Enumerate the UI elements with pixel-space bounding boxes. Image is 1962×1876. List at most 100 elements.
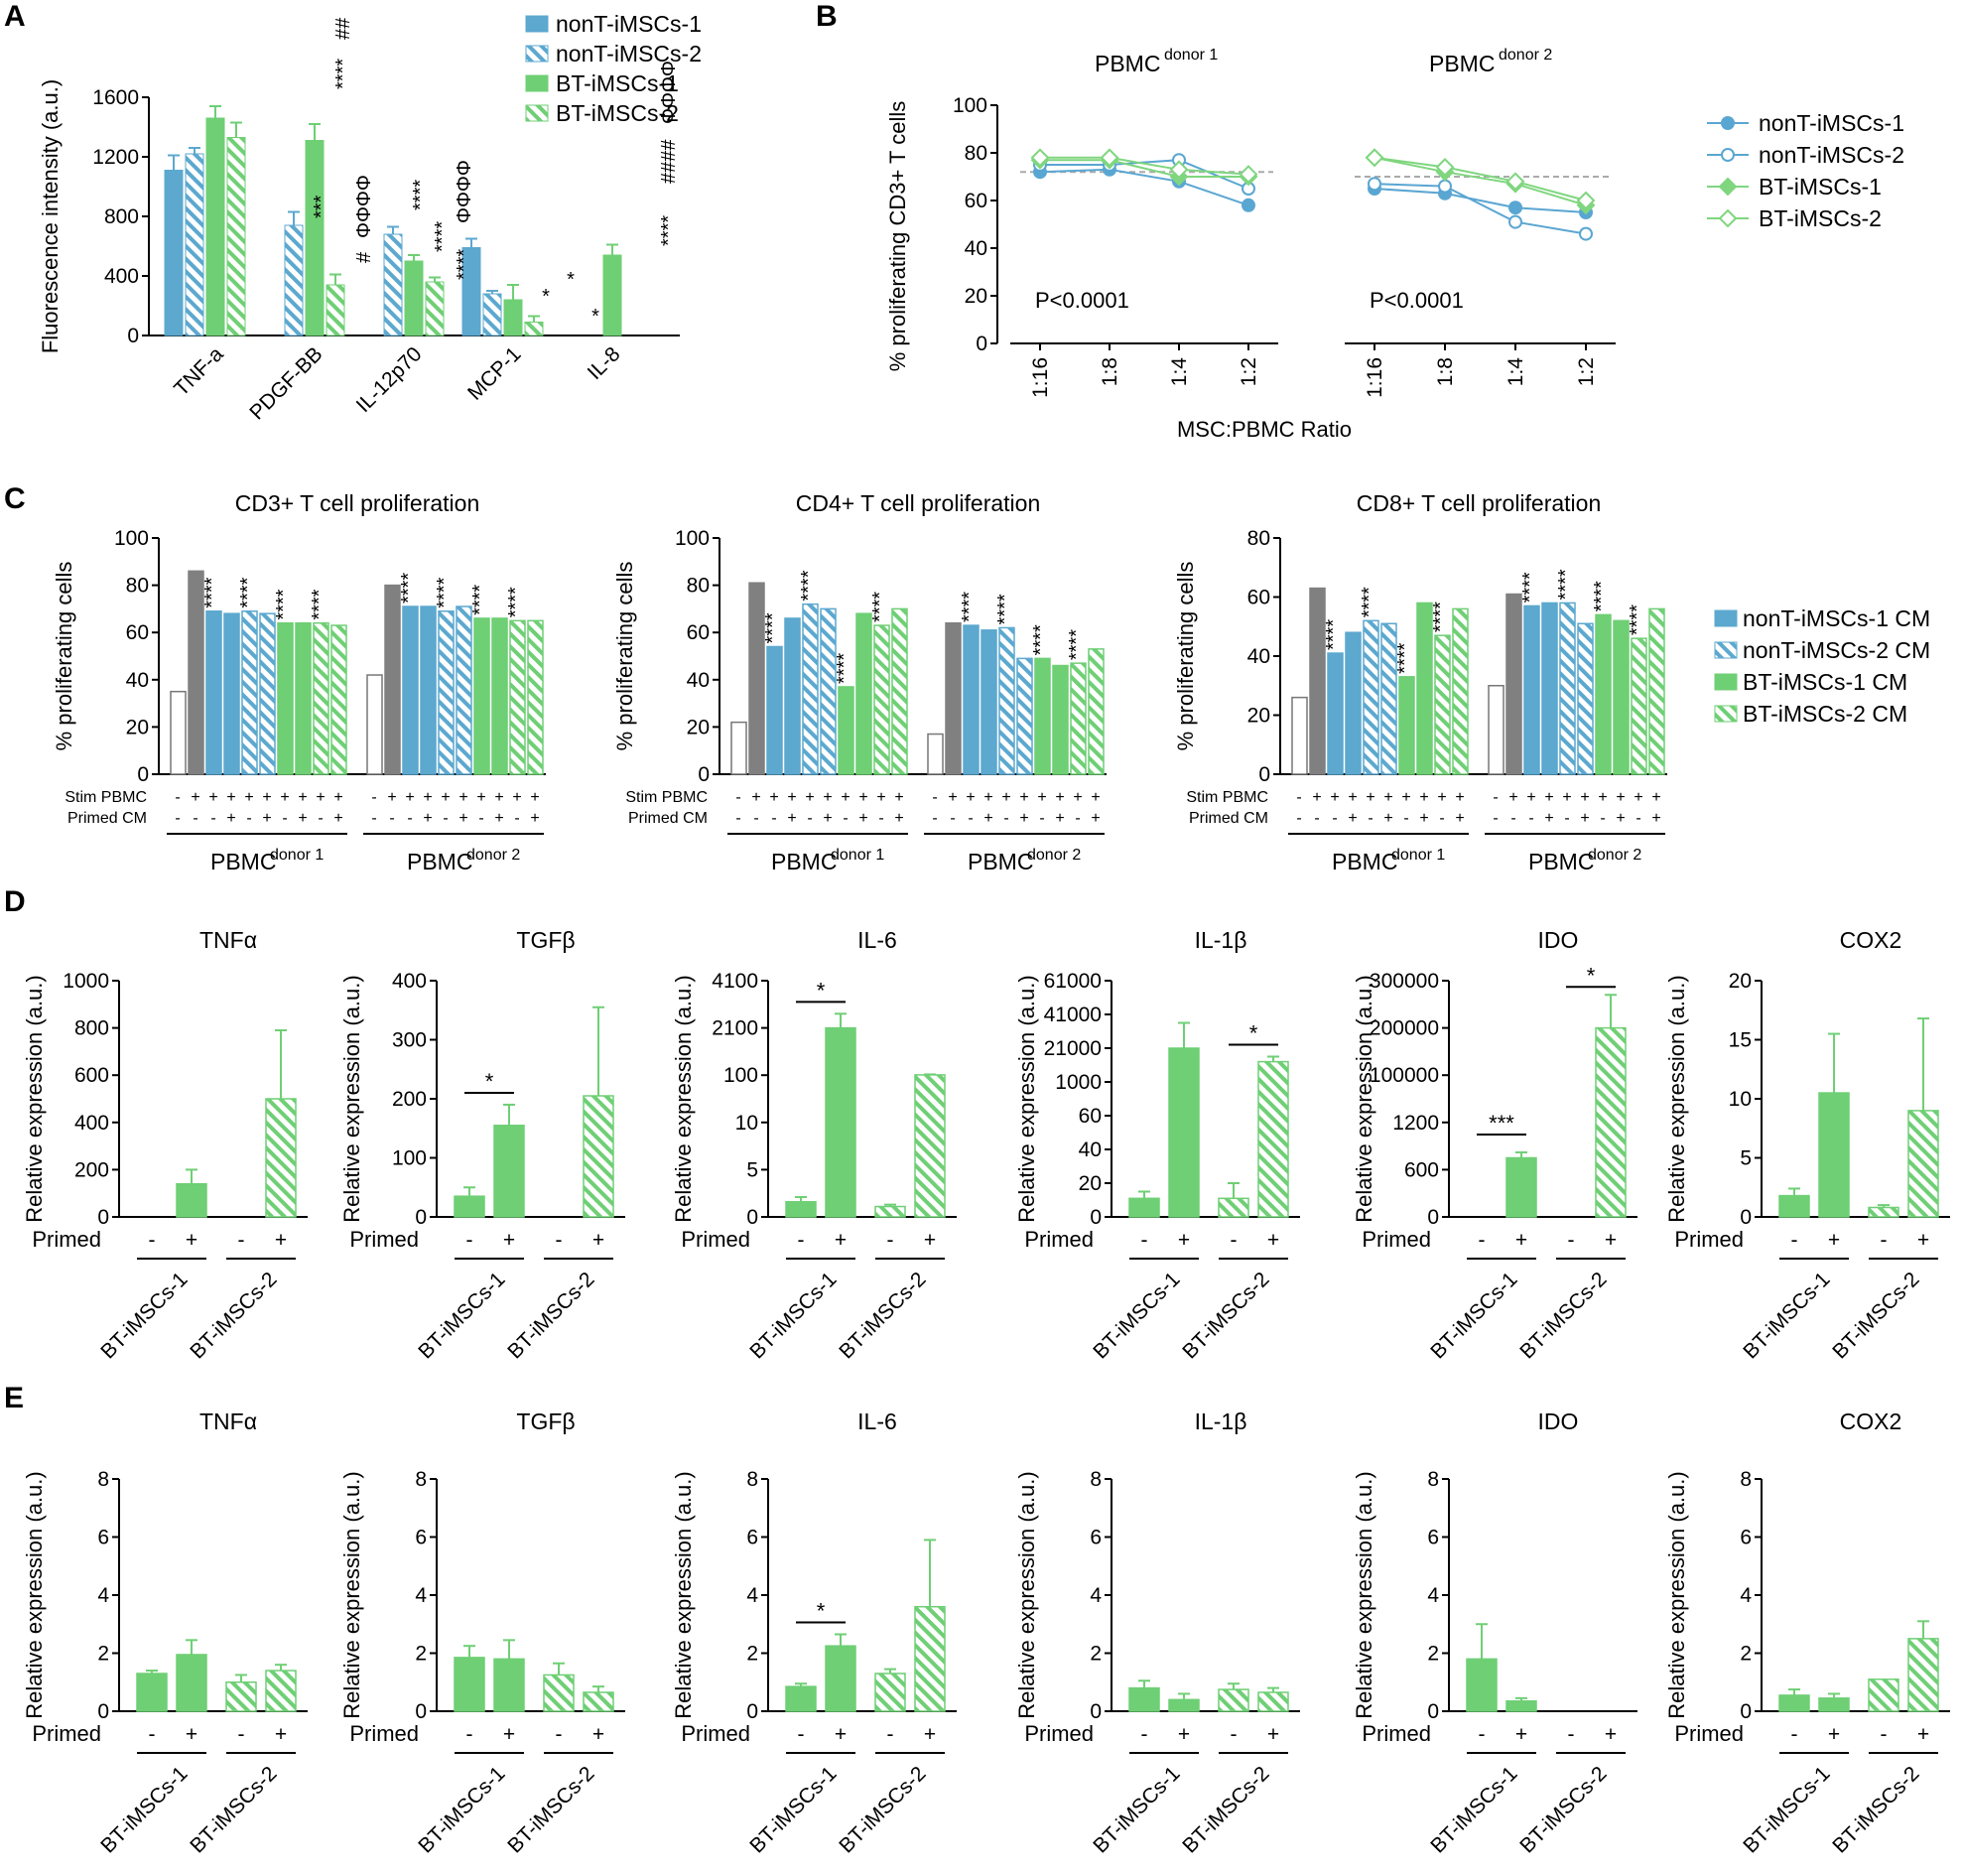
y-tick-label: 8 [97, 1468, 109, 1491]
significance-mark: **** [1519, 572, 1541, 603]
primed-sign: - [238, 1723, 245, 1746]
primed-sign: - [1600, 810, 1605, 827]
primed-sign: + [262, 810, 271, 827]
group-label: BT-iMSCs-1 [1426, 1762, 1521, 1857]
bar [1327, 652, 1344, 775]
bar-BT-iMSCs-1 [404, 260, 424, 336]
stim-sign: + [1366, 789, 1374, 806]
bar-BT-iMSCs-2 [326, 284, 345, 336]
stim-sign: + [1019, 789, 1028, 806]
y-tick-label: 80 [965, 142, 987, 165]
y-tick-label: 6 [1740, 1527, 1752, 1549]
significance-mark: *** [311, 195, 332, 218]
y-axis-label: % proliferating CD3+ T cells [885, 101, 910, 371]
stim-sign: + [1383, 789, 1392, 806]
bar [527, 619, 544, 775]
primed-row-label: Primed [681, 1721, 750, 1746]
stim-sign: + [1401, 789, 1410, 806]
primed-sign: - [149, 1229, 156, 1252]
bar [891, 607, 908, 775]
y-tick-label: 1600 [92, 86, 139, 109]
bar [1818, 1092, 1850, 1218]
bar [402, 605, 419, 775]
primed-sign: - [1564, 810, 1569, 827]
data-point [1030, 148, 1050, 168]
primed-sign: + [275, 1723, 287, 1746]
primed-row-label: Primed [1362, 1227, 1431, 1252]
primed-sign: - [878, 810, 883, 827]
primed-sign: - [1439, 810, 1444, 827]
chart-title: COX2 [1840, 1408, 1902, 1434]
primed-sign: - [887, 1723, 894, 1746]
bar [1631, 637, 1647, 775]
bar [366, 674, 383, 775]
panel-a-cytokine-chart: 0 400 800 1200 1600 Fluorescence intensity (a… [38, 11, 702, 425]
category-label: PDGF-BB [245, 342, 327, 424]
stim-sign: + [966, 789, 975, 806]
bar [785, 1685, 817, 1712]
bar [583, 1691, 614, 1712]
primed-sign: - [556, 1723, 563, 1746]
primed-sign: - [389, 810, 394, 827]
bar-nonT-iMSCs-2 [185, 153, 204, 336]
bar [176, 1654, 207, 1712]
significance-mark: *** [1489, 1111, 1514, 1136]
primed-sign: + [530, 810, 539, 827]
y-tick-label: 40 [126, 669, 149, 692]
y-tick-label: 0 [137, 763, 149, 786]
y-tick-label: 800 [74, 1017, 109, 1040]
primed-sign: - [1231, 1229, 1238, 1252]
bar [259, 612, 276, 775]
data-point [1508, 201, 1522, 215]
significance-mark: * [817, 978, 826, 1003]
y-tick-label: 0 [1740, 1700, 1752, 1723]
stim-sign: + [769, 789, 778, 806]
y-axis-label: Relative expression (a.u.) [1664, 975, 1689, 1222]
y-axis-label: Relative expression (a.u.) [339, 1471, 364, 1718]
data-point [1365, 148, 1384, 168]
primed-sign: + [298, 810, 307, 827]
stim-sign: + [512, 789, 521, 806]
primed-sign: - [282, 810, 287, 827]
legend-label: nonT-iMSCs-1 [1759, 110, 1904, 136]
legend-label: BT-iMSCs-2 [556, 100, 679, 126]
stim-sign: + [1055, 789, 1064, 806]
primed-sign: + [1515, 1229, 1527, 1252]
primed-sign: + [1348, 810, 1357, 827]
significance-mark: * [817, 1598, 826, 1623]
bar [265, 1098, 297, 1218]
stim-sign: + [405, 789, 414, 806]
stim-sign: + [751, 789, 760, 806]
donor-label: PBMC [968, 849, 1033, 874]
stim-sign: + [1001, 789, 1010, 806]
stim-sign: + [333, 789, 342, 806]
primed-sign: - [371, 810, 376, 827]
significance-mark: * [485, 1069, 494, 1094]
y-axis-label: Fluorescence intensity (a.u.) [38, 79, 63, 353]
y-tick-label: 80 [1247, 527, 1270, 550]
stim-sign: + [387, 789, 396, 806]
bar [874, 1673, 906, 1712]
y-axis-label: Relative expression (a.u.) [1352, 1471, 1376, 1718]
y-tick-label: 200000 [1370, 1017, 1439, 1040]
donor-superscript: donor 2 [1588, 847, 1641, 864]
primed-sign: - [798, 1229, 805, 1252]
bar [838, 686, 854, 775]
primed-sign: - [246, 810, 251, 827]
primed-sign: - [1332, 810, 1337, 827]
y-tick-label: 1000 [1055, 1071, 1102, 1094]
data-point [1576, 191, 1596, 210]
category-label: IL-8 [584, 342, 625, 384]
stim-sign: + [823, 789, 832, 806]
primed-sign: + [858, 810, 867, 827]
group-label: BT-iMSCs-1 [1739, 1268, 1834, 1363]
significance-mark: ΦΦΦΦ [454, 160, 475, 223]
y-axis-label: Relative expression (a.u.) [22, 975, 47, 1222]
y-tick-label: 100 [114, 527, 149, 550]
bar [1505, 1700, 1537, 1712]
chart-title: TGFβ [516, 1408, 575, 1434]
legend-swatch [525, 74, 549, 92]
bar [1398, 676, 1415, 775]
y-tick-label: 41000 [1044, 1004, 1102, 1026]
